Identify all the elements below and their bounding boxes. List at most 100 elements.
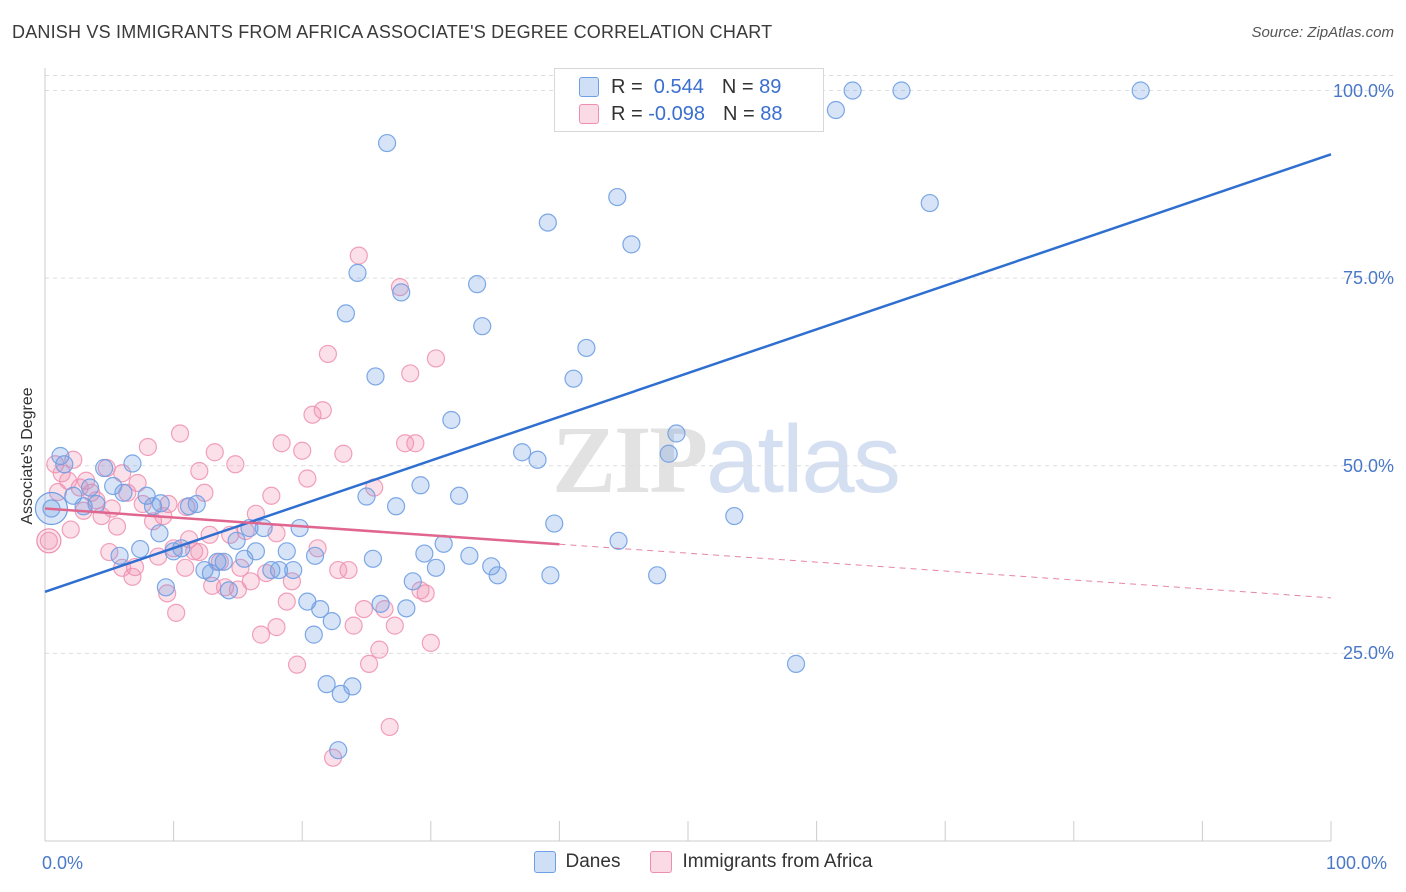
data-point-danes [415,544,434,563]
legend-swatch-africa [579,104,599,124]
data-point-africa [370,640,389,659]
data-point-danes [1131,81,1150,100]
data-point-danes [659,444,678,463]
y-axis-label: Associate's Degree [19,387,36,525]
data-point-africa [262,486,281,505]
data-point-danes [322,612,341,631]
data-point-danes [363,549,383,568]
x-tick-label-min: 0.0% [42,853,84,873]
legend-label-africa: Immigrants from Africa [682,851,873,872]
data-point-africa [349,246,368,265]
data-point-africa [359,654,379,673]
data-point-africa [190,461,209,481]
trend-lines [44,153,1332,599]
data-point-danes [920,193,939,213]
data-point-danes [214,552,233,571]
data-point-danes [304,625,323,644]
data-point-africa [226,455,245,474]
data-point-danes [208,552,227,571]
data-point-danes [187,494,206,514]
correlation-legend: R = 0.544 N = 89 R = -0.098 N = 88 [554,68,824,132]
data-point-africa [313,401,332,420]
data-point-africa [385,616,404,635]
data-point-danes [219,581,238,600]
legend-item-danes[interactable]: Danes [533,851,621,873]
data-point-danes [460,546,479,565]
legend-r-label: R = [611,102,649,125]
legend-row-africa: R = -0.098 N = 88 [579,101,782,127]
data-point-danes [608,187,627,207]
trend-line-africa-solid [44,507,560,546]
data-point-danes [392,283,411,302]
data-point-danes [110,546,129,565]
watermark-zip: ZIP [552,406,708,513]
legend-row-danes: R = 0.544 N = 89 [579,74,781,100]
data-point-danes [609,531,628,550]
data-point-danes [80,478,100,497]
data-point-danes [397,599,416,618]
data-point-danes [377,133,397,153]
data-point-danes [290,518,309,538]
data-point-africa [190,542,209,562]
data-point-danes [104,476,123,496]
legend-swatch-africa [650,851,673,873]
data-point-africa [107,517,127,536]
data-point-africa [277,592,296,611]
legend-n-label: N = [721,75,760,98]
data-point-danes [528,450,547,469]
data-point-africa [205,443,224,462]
data-point-africa [241,572,260,591]
data-point-danes [513,443,532,462]
watermark: ZIPatlas [552,404,901,515]
series-legend: Danes Immigrants from Africa [0,851,1406,873]
data-point-africa [426,349,446,368]
legend-label-danes: Danes [565,851,621,872]
data-point-africa [421,633,440,652]
y-tick-label: 25.0% [1342,643,1394,664]
data-point-africa [344,616,363,635]
data-point-africa [167,603,186,622]
data-point-africa [334,444,353,463]
data-point-africa [61,520,80,539]
data-point-danes [131,539,150,559]
data-point-danes [843,81,862,100]
data-point-danes [411,476,430,495]
axes [44,68,1332,842]
data-point-danes [277,542,296,561]
y-tick-label: 100.0% [1332,80,1394,101]
data-point-africa [100,542,119,562]
data-point-africa [251,625,271,644]
data-point-danes [305,546,325,565]
trend-line-danes [44,153,1332,594]
data-point-africa [380,717,399,737]
data-point-danes [343,677,362,696]
series-danes-points [34,81,1150,760]
data-point-danes [622,235,641,254]
data-point-danes [449,486,469,505]
data-point-africa [128,473,147,493]
data-point-danes [786,654,806,673]
data-point-africa [416,584,435,603]
data-point-africa-large [36,528,62,554]
x-tick-label-max: 100.0% [1326,853,1388,873]
data-point-danes [150,524,169,543]
legend-n-value: 88 [760,102,783,125]
data-point-danes [55,455,74,474]
data-point-danes [123,454,142,473]
data-point-danes [545,514,564,533]
legend-n-value: 89 [759,75,782,98]
legend-r-value: 0.544 [648,75,704,98]
data-point-danes [246,542,266,561]
trend-line-africa-dashed [559,543,1332,599]
data-point-danes [473,317,492,336]
data-point-africa [138,437,157,457]
series-africa-points [36,246,446,767]
data-point-danes [87,494,106,514]
legend-item-africa[interactable]: Immigrants from Africa [650,851,872,873]
data-point-danes [201,563,220,583]
data-point-danes [403,572,422,591]
data-point-danes [667,424,686,443]
data-point-danes [357,487,376,506]
data-point-danes [648,566,667,585]
